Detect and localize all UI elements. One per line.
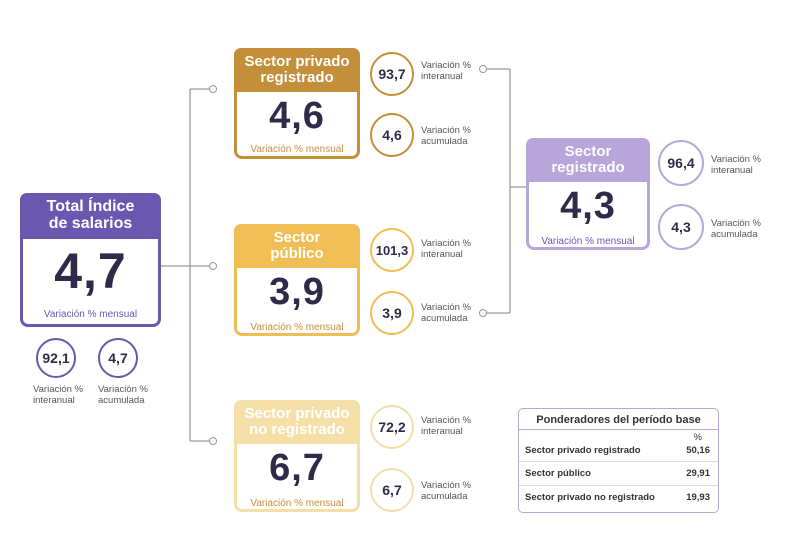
connector-dot	[209, 262, 217, 270]
registrado-acumulada-circle: 4,3	[658, 204, 704, 250]
total-index-title: Total Índice de salarios	[20, 193, 161, 239]
sector-no-registrado-card: Sector privado no registrado 6,7 Variaci…	[234, 400, 360, 512]
total-interanual-circle: 92,1	[36, 338, 76, 378]
sector-no-registrado-title: Sector privado no registrado	[234, 400, 360, 444]
ponderadores-title: Ponderadores del período base	[519, 409, 718, 430]
sector-privado-card: Sector privado registrado 4,6 Variación …	[234, 48, 360, 159]
sector-privado-title: Sector privado registrado	[234, 48, 360, 92]
no-registrado-acumulada-label: Variación % acumulada	[421, 480, 471, 502]
total-interanual-label: Variación % interanual	[33, 384, 83, 406]
publico-acumulada-label: Variación % acumulada	[421, 302, 471, 324]
sector-registrado-value: 4,3	[560, 185, 616, 227]
total-acumulada-circle: 4,7	[98, 338, 138, 378]
publico-acumulada-circle: 3,9	[370, 291, 414, 335]
no-registrado-interanual-label: Variación % interanual	[421, 415, 471, 437]
sector-registrado-card: Sector registrado 4,3 Variación % mensua…	[526, 138, 650, 250]
privado-acumulada-label: Variación % acumulada	[421, 125, 471, 147]
sector-publico-title: Sector público	[234, 224, 360, 268]
privado-interanual-label: Variación % interanual	[421, 60, 471, 82]
sector-publico-card: Sector público 3,9 Variación % mensual	[234, 224, 360, 336]
table-row: Sector público 29,91	[519, 462, 718, 486]
total-acumulada-label: Variación % acumulada	[98, 384, 148, 406]
ponderadores-table: Ponderadores del período base % Sector p…	[518, 408, 719, 513]
connector-dot	[209, 437, 217, 445]
publico-interanual-label: Variación % interanual	[421, 238, 471, 260]
ponderadores-header-row: %	[519, 430, 718, 443]
total-index-sub: Variación % mensual	[43, 309, 138, 320]
privado-interanual-circle: 93,7	[370, 52, 414, 96]
registrado-interanual-label: Variación % interanual	[711, 154, 761, 176]
sector-publico-sub: Variación % mensual	[250, 322, 344, 333]
total-index-card: Total Índice de salarios 4,7 Variación %…	[20, 193, 161, 327]
connector-dot	[209, 85, 217, 93]
sector-publico-value: 3,9	[269, 271, 325, 313]
registrado-acumulada-label: Variación % acumulada	[711, 218, 761, 240]
table-row: Sector privado no registrado 19,93	[525, 492, 710, 503]
sector-no-registrado-value: 6,7	[269, 447, 325, 489]
sector-privado-value: 4,6	[269, 95, 325, 137]
sector-registrado-sub: Variación % mensual	[541, 236, 635, 247]
publico-interanual-circle: 101,3	[370, 228, 414, 272]
ponderadores-rows: % Sector privado registrado 50,16 Sector…	[519, 430, 718, 509]
sector-registrado-title: Sector registrado	[526, 138, 650, 182]
total-index-value: 4,7	[54, 243, 127, 299]
no-registrado-interanual-circle: 72,2	[370, 405, 414, 449]
connector-dot	[479, 309, 487, 317]
table-row: Sector privado registrado 50,16	[519, 443, 718, 462]
connector-dot	[479, 65, 487, 73]
sector-no-registrado-sub: Variación % mensual	[250, 498, 344, 509]
registrado-interanual-circle: 96,4	[658, 140, 704, 186]
sector-privado-sub: Variación % mensual	[250, 144, 344, 155]
privado-acumulada-circle: 4,6	[370, 113, 414, 157]
ponderadores-unit: %	[693, 432, 702, 443]
no-registrado-acumulada-circle: 6,7	[370, 468, 414, 512]
